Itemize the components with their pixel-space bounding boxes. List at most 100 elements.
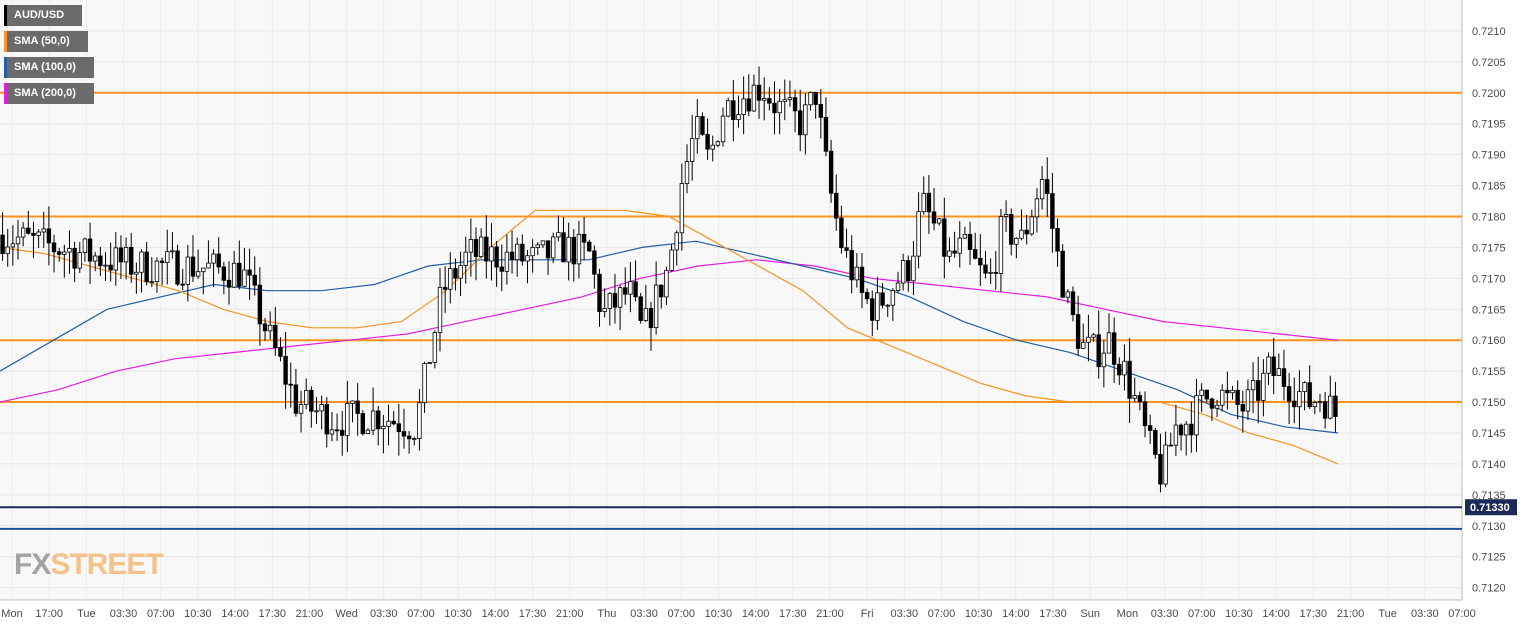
candle-body[interactable] [93, 255, 98, 262]
candle-body[interactable] [175, 250, 180, 285]
candle-body[interactable] [31, 232, 36, 236]
candle-body[interactable] [231, 262, 237, 288]
candle-body[interactable] [144, 251, 149, 283]
candle-body[interactable] [1060, 250, 1065, 298]
candle-body[interactable] [1075, 314, 1081, 349]
candle-body[interactable] [20, 227, 26, 238]
candle-body[interactable] [1009, 213, 1014, 245]
candle-body[interactable] [777, 100, 782, 114]
candle-body[interactable] [412, 438, 417, 440]
candle-body[interactable] [556, 232, 561, 238]
candle-body[interactable] [911, 255, 916, 282]
candle-body[interactable] [129, 246, 134, 275]
candle-body[interactable] [1050, 193, 1055, 229]
legend-item-sma-200[interactable]: SMA (200,0) [4, 83, 94, 104]
candle-body[interactable] [273, 324, 278, 349]
candle-body[interactable] [247, 269, 252, 276]
candle-body[interactable] [1276, 368, 1282, 376]
candle-body[interactable] [664, 269, 669, 298]
candle-body[interactable] [648, 308, 654, 329]
candle-body[interactable] [1194, 395, 1199, 436]
candle-body[interactable] [159, 260, 165, 263]
candle-body[interactable] [1256, 380, 1261, 401]
candle-body[interactable] [309, 389, 314, 412]
candle-body[interactable] [237, 262, 242, 287]
candle-body[interactable] [844, 247, 849, 251]
candle-body[interactable] [15, 236, 21, 245]
candle-body[interactable] [319, 404, 324, 412]
candle-body[interactable] [376, 410, 381, 430]
candle-body[interactable] [540, 240, 546, 246]
candle-body[interactable] [695, 116, 700, 140]
candle-body[interactable] [1147, 425, 1153, 431]
legend-item-aud-usd[interactable]: AUD/USD [4, 5, 82, 26]
candle-body[interactable] [653, 284, 659, 329]
candle-body[interactable] [628, 281, 633, 295]
candle-body[interactable] [890, 290, 896, 306]
candle-body[interactable] [988, 272, 993, 274]
candle-body[interactable] [448, 268, 453, 290]
candle-body[interactable] [864, 292, 870, 300]
candle-body[interactable] [1312, 402, 1318, 408]
candle-body[interactable] [26, 227, 31, 234]
candle-body[interactable] [1183, 423, 1189, 436]
candle-body[interactable] [617, 287, 623, 308]
candle-body[interactable] [51, 242, 57, 253]
candle-body[interactable] [340, 429, 345, 436]
candle-body[interactable] [298, 404, 304, 414]
candle-body[interactable] [1065, 291, 1071, 298]
candle-body[interactable] [921, 192, 926, 213]
candle-body[interactable] [118, 247, 124, 263]
candle-body[interactable] [772, 102, 777, 114]
candle-body[interactable] [875, 292, 880, 321]
candle-body[interactable] [154, 260, 160, 283]
candle-body[interactable] [566, 236, 571, 263]
candle-body[interactable] [679, 183, 685, 234]
candle-body[interactable] [880, 292, 885, 306]
candle-body[interactable] [329, 429, 335, 435]
candle-body[interactable] [597, 273, 602, 312]
candle-body[interactable] [468, 239, 474, 253]
candle-body[interactable] [720, 115, 726, 143]
candle-body[interactable] [700, 116, 705, 135]
candle-body[interactable] [854, 266, 860, 281]
candle-body[interactable] [10, 243, 16, 248]
candle-body[interactable] [1137, 395, 1143, 403]
candle-body[interactable] [633, 281, 638, 298]
candle-body[interactable] [792, 97, 798, 112]
candle-body[interactable] [267, 324, 273, 332]
candle-body[interactable] [283, 355, 288, 385]
candle-body[interactable] [417, 402, 422, 439]
candle-body[interactable] [551, 236, 556, 259]
candle-body[interactable] [1014, 237, 1019, 245]
candle-body[interactable] [859, 266, 865, 293]
candle-body[interactable] [870, 298, 875, 321]
candle-body[interactable] [684, 161, 690, 184]
candle-body[interactable] [602, 308, 607, 312]
candle-body[interactable] [365, 429, 371, 435]
candle-body[interactable] [1189, 423, 1194, 436]
candle-body[interactable] [998, 216, 1004, 274]
candle-body[interactable] [499, 266, 504, 272]
candle-body[interactable] [1153, 430, 1158, 455]
candle-body[interactable] [1019, 229, 1024, 239]
candle-body[interactable] [478, 236, 484, 257]
sma-100-line[interactable] [0, 240, 1339, 434]
candle-body[interactable] [221, 266, 227, 281]
candle-body[interactable] [762, 98, 767, 101]
candle-body[interactable] [1081, 341, 1086, 349]
candle-body[interactable] [1024, 229, 1029, 235]
candle-body[interactable] [103, 264, 108, 267]
candle-body[interactable] [87, 238, 93, 262]
candle-body[interactable] [180, 283, 185, 286]
candle-body[interactable] [607, 293, 613, 309]
candle-body[interactable] [1122, 360, 1127, 376]
candle-body[interactable] [149, 281, 155, 284]
candle-body[interactable] [1086, 336, 1091, 343]
candle-body[interactable] [1250, 380, 1256, 391]
sma-50-line[interactable] [0, 209, 1339, 465]
candle-body[interactable] [437, 286, 443, 333]
candle-body[interactable] [746, 98, 751, 112]
candle-body[interactable] [571, 236, 576, 265]
candle-body[interactable] [767, 98, 772, 104]
